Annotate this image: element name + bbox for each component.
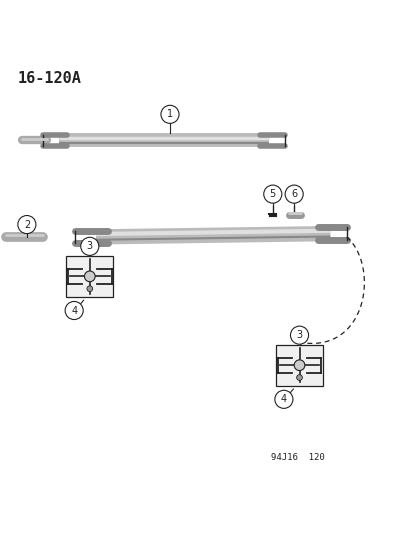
Text: 6: 6 xyxy=(290,189,297,199)
Text: 94J16  120: 94J16 120 xyxy=(270,453,323,462)
Circle shape xyxy=(285,185,302,203)
Circle shape xyxy=(84,271,95,282)
Bar xyxy=(66,256,113,297)
Circle shape xyxy=(81,237,99,255)
Circle shape xyxy=(296,375,301,381)
Text: 4: 4 xyxy=(280,394,286,405)
Circle shape xyxy=(263,185,281,203)
Circle shape xyxy=(87,286,93,292)
Circle shape xyxy=(274,390,292,408)
Circle shape xyxy=(294,360,304,370)
Bar xyxy=(275,345,323,386)
Text: 3: 3 xyxy=(296,330,302,340)
Text: 5: 5 xyxy=(269,189,275,199)
Text: 16-120A: 16-120A xyxy=(18,71,81,86)
Text: 1: 1 xyxy=(166,109,173,119)
Circle shape xyxy=(65,302,83,320)
Text: 3: 3 xyxy=(87,241,93,252)
Circle shape xyxy=(18,215,36,233)
Circle shape xyxy=(290,326,308,344)
Text: 4: 4 xyxy=(71,305,77,316)
Text: 2: 2 xyxy=(24,220,30,230)
Circle shape xyxy=(161,106,178,124)
